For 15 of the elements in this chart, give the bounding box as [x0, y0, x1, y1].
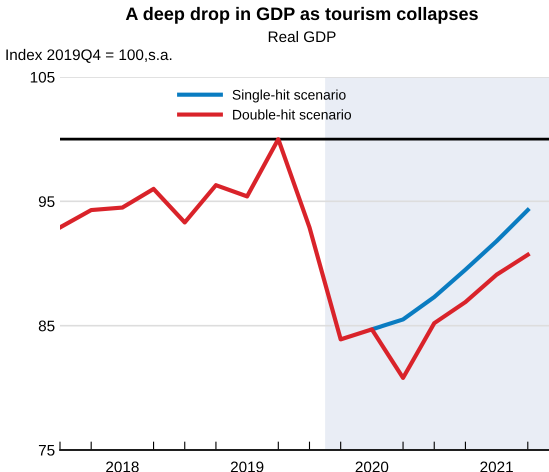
y-tick-label: 95 [38, 196, 54, 208]
legend-label: Double-hit scenario [233, 109, 352, 120]
x-tick-label: 2018 [106, 462, 139, 472]
y-axis-title: Index 2019Q4 = 100,s.a. [6, 48, 172, 63]
line-series [60, 137, 530, 380]
x-tick-label: 2020 [356, 462, 388, 472]
y-tick-label: 85 [38, 320, 54, 332]
y-tick-label: 75 [38, 445, 54, 456]
chart-title: A deep drop in GDP as tourism collapses [126, 6, 478, 24]
legend-label: Single-hit scenario [232, 90, 346, 102]
line-series [370, 208, 530, 332]
x-tick-label: 2021 [480, 462, 513, 472]
y-tick-label: 105 [30, 72, 54, 83]
x-tick-label: 2019 [230, 462, 264, 472]
chart-subtitle: Real GDP [268, 30, 336, 42]
